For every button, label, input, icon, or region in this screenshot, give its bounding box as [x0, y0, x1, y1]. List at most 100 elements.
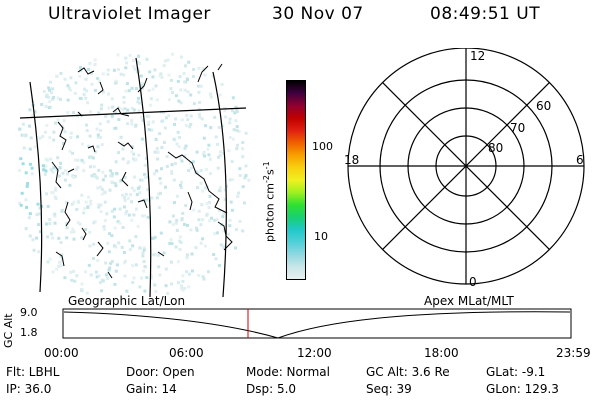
uv-speckle: [179, 183, 182, 187]
timeline-axis-title: GC Alt: [2, 313, 15, 348]
uv-speckle: [63, 77, 67, 81]
uv-speckle: [133, 175, 136, 179]
uv-speckle: [24, 171, 28, 175]
uv-speckle: [105, 212, 109, 216]
uv-speckle: [108, 266, 112, 270]
uv-speckle: [219, 150, 223, 154]
uv-speckle: [123, 199, 127, 202]
uv-speckle: [73, 174, 77, 178]
uv-speckle: [179, 156, 182, 160]
uv-speckle: [123, 107, 127, 111]
uv-speckle: [45, 93, 49, 97]
uv-speckle: [120, 245, 124, 249]
uv-speckle: [216, 142, 219, 146]
uv-speckle: [25, 184, 29, 188]
mlt-label-0: 0: [469, 275, 477, 289]
uv-speckle: [130, 86, 134, 90]
uv-speckle: [111, 105, 115, 109]
uv-speckle: [69, 136, 73, 139]
uv-speckle: [241, 229, 245, 233]
uv-speckle: [50, 191, 54, 194]
uv-speckle: [114, 110, 118, 114]
uv-speckle: [195, 171, 199, 175]
uv-speckle: [116, 68, 120, 72]
uv-speckle: [164, 185, 167, 189]
uv-speckle: [163, 140, 166, 144]
uv-speckle: [181, 279, 185, 283]
uv-speckle: [85, 89, 89, 93]
xtick-1200: 12:00: [297, 346, 332, 360]
uv-speckle: [110, 260, 114, 263]
uv-speckle: [85, 129, 89, 132]
uv-speckle: [69, 131, 73, 135]
uv-speckle: [89, 199, 93, 203]
uv-speckle: [141, 254, 145, 258]
uv-speckle: [163, 126, 167, 130]
uv-speckle: [150, 236, 154, 240]
uv-speckle: [101, 90, 105, 94]
uv-speckle: [117, 106, 121, 110]
uv-speckle: [228, 224, 232, 228]
uv-speckle: [129, 193, 133, 197]
uv-speckle: [106, 277, 110, 280]
uv-speckle: [123, 274, 127, 278]
uv-speckle: [114, 81, 117, 85]
uv-speckle: [93, 220, 97, 224]
uv-speckle: [157, 265, 161, 269]
uv-speckle: [217, 264, 221, 268]
uv-speckle: [127, 213, 131, 217]
uv-speckle: [63, 276, 67, 280]
uv-speckle: [202, 136, 206, 140]
uv-speckle: [89, 110, 92, 114]
uv-speckle: [33, 110, 37, 114]
uv-speckle: [164, 267, 168, 271]
uv-speckle: [76, 135, 80, 139]
uv-speckle: [132, 213, 136, 217]
uv-speckle: [182, 72, 186, 75]
uv-speckle: [214, 257, 218, 261]
uv-speckle: [184, 124, 188, 128]
uv-speckle: [18, 168, 21, 172]
uv-speckle: [130, 200, 134, 204]
uv-speckle: [87, 263, 91, 267]
uv-speckle: [104, 273, 108, 277]
uv-speckle: [170, 282, 174, 286]
uv-speckle: [91, 156, 95, 160]
uv-speckle: [59, 161, 63, 165]
uv-speckle: [65, 236, 69, 240]
info-filter: Flt: LBHL: [6, 365, 60, 379]
uv-speckle: [241, 185, 245, 189]
uv-speckle: [96, 259, 100, 262]
uv-speckle: [122, 95, 126, 99]
uv-speckle: [183, 80, 187, 84]
uv-speckle: [218, 93, 222, 97]
uv-speckle: [165, 164, 169, 168]
uv-speckle: [88, 230, 92, 234]
uv-speckle: [28, 108, 32, 112]
uv-speckle: [176, 79, 180, 83]
uv-speckle: [48, 100, 52, 104]
uv-speckle: [183, 154, 187, 158]
uv-speckle: [134, 87, 138, 91]
uv-speckle: [140, 276, 144, 280]
uv-speckle: [66, 111, 70, 115]
geographic-image-panel: [18, 52, 251, 297]
uv-speckle: [88, 244, 92, 248]
uv-speckle: [94, 150, 98, 154]
uv-speckle: [153, 68, 157, 72]
uv-speckle: [51, 87, 55, 91]
uv-speckle: [24, 227, 28, 231]
uv-speckle: [215, 231, 219, 235]
uv-speckle: [238, 220, 242, 223]
uv-speckle: [29, 136, 33, 140]
uv-speckle: [169, 87, 173, 91]
uv-speckle: [62, 142, 66, 145]
uv-speckle: [234, 228, 238, 232]
uv-speckle: [59, 97, 62, 101]
uv-speckle: [50, 91, 53, 95]
time-label: 08:49:51 UT: [430, 4, 541, 24]
uv-speckle: [42, 89, 46, 93]
uv-speckle: [171, 214, 175, 218]
uv-speckle: [78, 96, 82, 100]
uv-speckle: [22, 146, 26, 150]
